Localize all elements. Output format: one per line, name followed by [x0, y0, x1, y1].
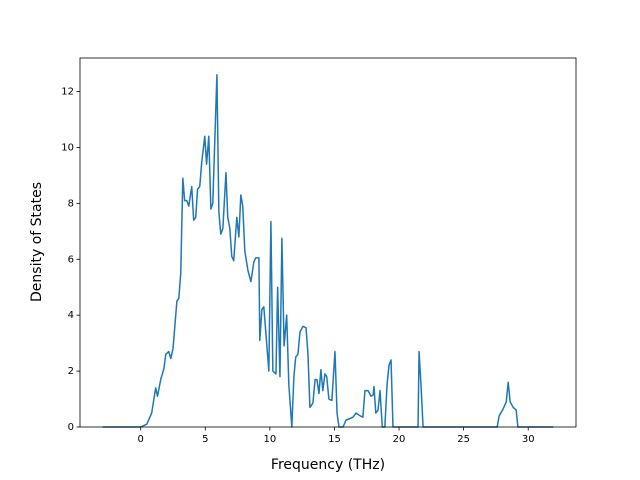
x-tick-label: 5: [202, 434, 208, 445]
y-tick-label: 12: [61, 87, 74, 98]
plot-frame: [79, 57, 577, 428]
x-tick-label: 20: [393, 434, 406, 445]
line-series: [102, 74, 554, 428]
y-tick-label: 10: [61, 142, 74, 153]
y-tick-label: 8: [68, 198, 74, 209]
y-tick-label: 4: [68, 310, 74, 321]
x-tick-label: 15: [328, 434, 341, 445]
x-tick-label: 25: [457, 434, 470, 445]
y-tick-label: 6: [68, 254, 74, 265]
x-axis-label: Frequency (THz): [271, 457, 385, 473]
y-tick-label: 0: [68, 422, 74, 433]
y-axis-label: Density of States: [29, 182, 45, 302]
y-tick-label: 2: [68, 366, 74, 377]
x-tick-label: 0: [138, 434, 144, 445]
x-tick-label: 30: [522, 434, 535, 445]
x-tick-label: 10: [264, 434, 277, 445]
